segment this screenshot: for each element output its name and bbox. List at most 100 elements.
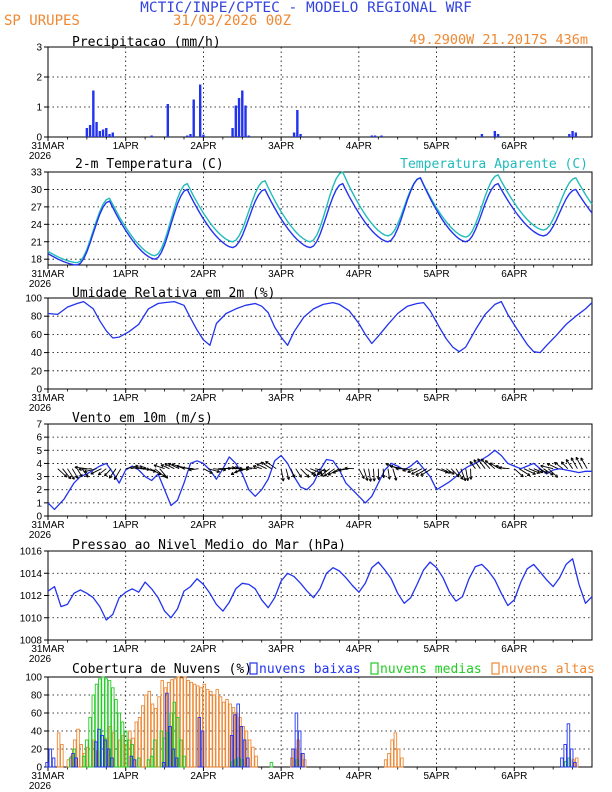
- wind-arrow-head: [570, 457, 574, 461]
- wind-arrow: [546, 463, 559, 470]
- wind-arrow-head: [176, 464, 180, 469]
- wind-arrow-head: [520, 473, 524, 478]
- cloud-bar: [97, 728, 101, 768]
- temp-ytick-label: 30: [31, 185, 43, 196]
- precip-year-label: 2026: [29, 151, 52, 162]
- pressure-xtick-label: 5APR: [424, 644, 450, 655]
- wind-ytick-label: 4: [36, 459, 42, 470]
- temp-xtick-label: 31MAR: [31, 269, 64, 280]
- wind-arrow: [460, 468, 466, 481]
- precip-bar: [292, 132, 296, 137]
- wind-arrow: [305, 468, 317, 477]
- clouds-ytick-label: 40: [31, 727, 43, 738]
- wind-arrow-head: [181, 466, 186, 470]
- cloud-bar: [396, 748, 401, 768]
- wind-arrow-head: [113, 476, 118, 480]
- wind-ytick-label: 1: [36, 498, 42, 509]
- cloud-bar: [106, 748, 111, 768]
- wind-arrow-head: [565, 459, 570, 463]
- precip-bar: [370, 135, 374, 137]
- precip-bar: [496, 134, 500, 137]
- cloud-bar: [242, 739, 247, 768]
- wind-arrow-head: [381, 474, 386, 479]
- temp-xtick-label: 5APR: [424, 269, 450, 280]
- precip-xtick-label: 1APR: [113, 141, 139, 152]
- wind-ytick-label: 5: [36, 446, 42, 457]
- wind-arrow-head: [74, 465, 78, 470]
- clouds-series-nuvens-baixas: [45, 692, 577, 768]
- cloud-bar: [563, 744, 567, 768]
- cloud-bar: [93, 741, 98, 768]
- cloud-bar: [192, 683, 197, 768]
- precip-axes: 0 1 2 3 31MAR 1APR 2APR 3APR 4APR 5APR 6APR 2026: [29, 43, 593, 162]
- wind-arrow-head: [532, 471, 536, 475]
- cloud-bar: [225, 699, 229, 768]
- wind-arrow-head: [550, 472, 554, 476]
- precip-bar: [192, 99, 195, 137]
- wind-arrow: [441, 468, 451, 474]
- pressure-xtick-label: 3APR: [268, 644, 294, 655]
- clouds-axes: 0 20 40 60 80 100 31MAR 1APR 2APR 3APR 4APR 5APR 6AP…: [25, 673, 593, 792]
- wind-arrow-head: [368, 478, 373, 482]
- cloud-bar: [159, 730, 164, 768]
- clouds-series-nuvens-altas: [56, 676, 579, 768]
- cloud-bar: [149, 755, 154, 768]
- precip-bar: [88, 125, 92, 137]
- cloud-bar: [297, 730, 302, 768]
- clouds-legend: nuvens baixas nuvens medias nuvens altas: [249, 662, 595, 677]
- cloud-bar: [79, 744, 84, 768]
- wind-arrow-head: [67, 475, 72, 480]
- precip-bar: [296, 110, 299, 137]
- wind-arrow: [523, 468, 536, 475]
- wind-arrow: [213, 468, 226, 471]
- clouds-ytick-label: 100: [25, 673, 42, 684]
- wind-arrow-head: [344, 466, 348, 471]
- precip-bar: [85, 128, 89, 137]
- wind-arrow: [208, 468, 220, 473]
- legend-high-label: nuvens altas: [501, 662, 595, 677]
- wind-arrow-head: [546, 462, 551, 467]
- rh-xtick-label: 1APR: [113, 393, 139, 404]
- wind-arrow-head: [411, 471, 415, 475]
- cloud-bar: [189, 681, 194, 768]
- wind-arrow: [265, 461, 277, 470]
- wind-arrow-head: [393, 477, 398, 481]
- legend-high-swatch: [491, 662, 500, 675]
- cloud-bar: [254, 755, 258, 768]
- pressure-ytick-label: 1016: [20, 547, 43, 558]
- wind-arrow-head: [473, 459, 477, 463]
- wind-arrow-head: [480, 458, 485, 463]
- wind-arrow-head: [451, 471, 455, 475]
- wind-arrow-head: [338, 468, 342, 472]
- wind-arrow-head: [292, 474, 296, 478]
- wind-arrow-head: [316, 471, 321, 476]
- cloud-bar: [127, 739, 131, 768]
- cloud-bar: [146, 759, 151, 768]
- wind-arrow: [256, 463, 267, 470]
- precip-bar: [299, 134, 302, 137]
- precip-bar: [166, 104, 170, 137]
- cloud-bar: [183, 676, 187, 768]
- cloud-bar: [114, 699, 118, 768]
- rh-xtick-label: 5APR: [424, 393, 450, 404]
- wind-xtick-label: 6APR: [501, 520, 527, 531]
- wind-ytick-label: 3: [36, 472, 42, 483]
- wind-arrow: [188, 468, 199, 471]
- wind-xtick-label: 1APR: [113, 520, 139, 531]
- wind-arrow: [465, 468, 469, 481]
- wind-arrow: [513, 468, 524, 478]
- temp-xtick-label: 4APR: [346, 269, 372, 280]
- precip-bar: [105, 128, 108, 137]
- temp-ytick-label: 24: [31, 220, 43, 231]
- precip-bar: [234, 105, 238, 137]
- temp-year-label: 2026: [29, 279, 52, 290]
- cloud-bar: [153, 739, 157, 768]
- wind-arrow-head: [188, 467, 192, 472]
- wind-arrow: [473, 459, 481, 469]
- cloud-bar: [161, 762, 166, 768]
- cloud-bar: [165, 692, 169, 768]
- wind-arrow-head: [420, 472, 424, 476]
- wind-arrow-head: [90, 471, 94, 475]
- wind-arrow-head: [580, 457, 584, 461]
- wind-arrow: [108, 468, 117, 479]
